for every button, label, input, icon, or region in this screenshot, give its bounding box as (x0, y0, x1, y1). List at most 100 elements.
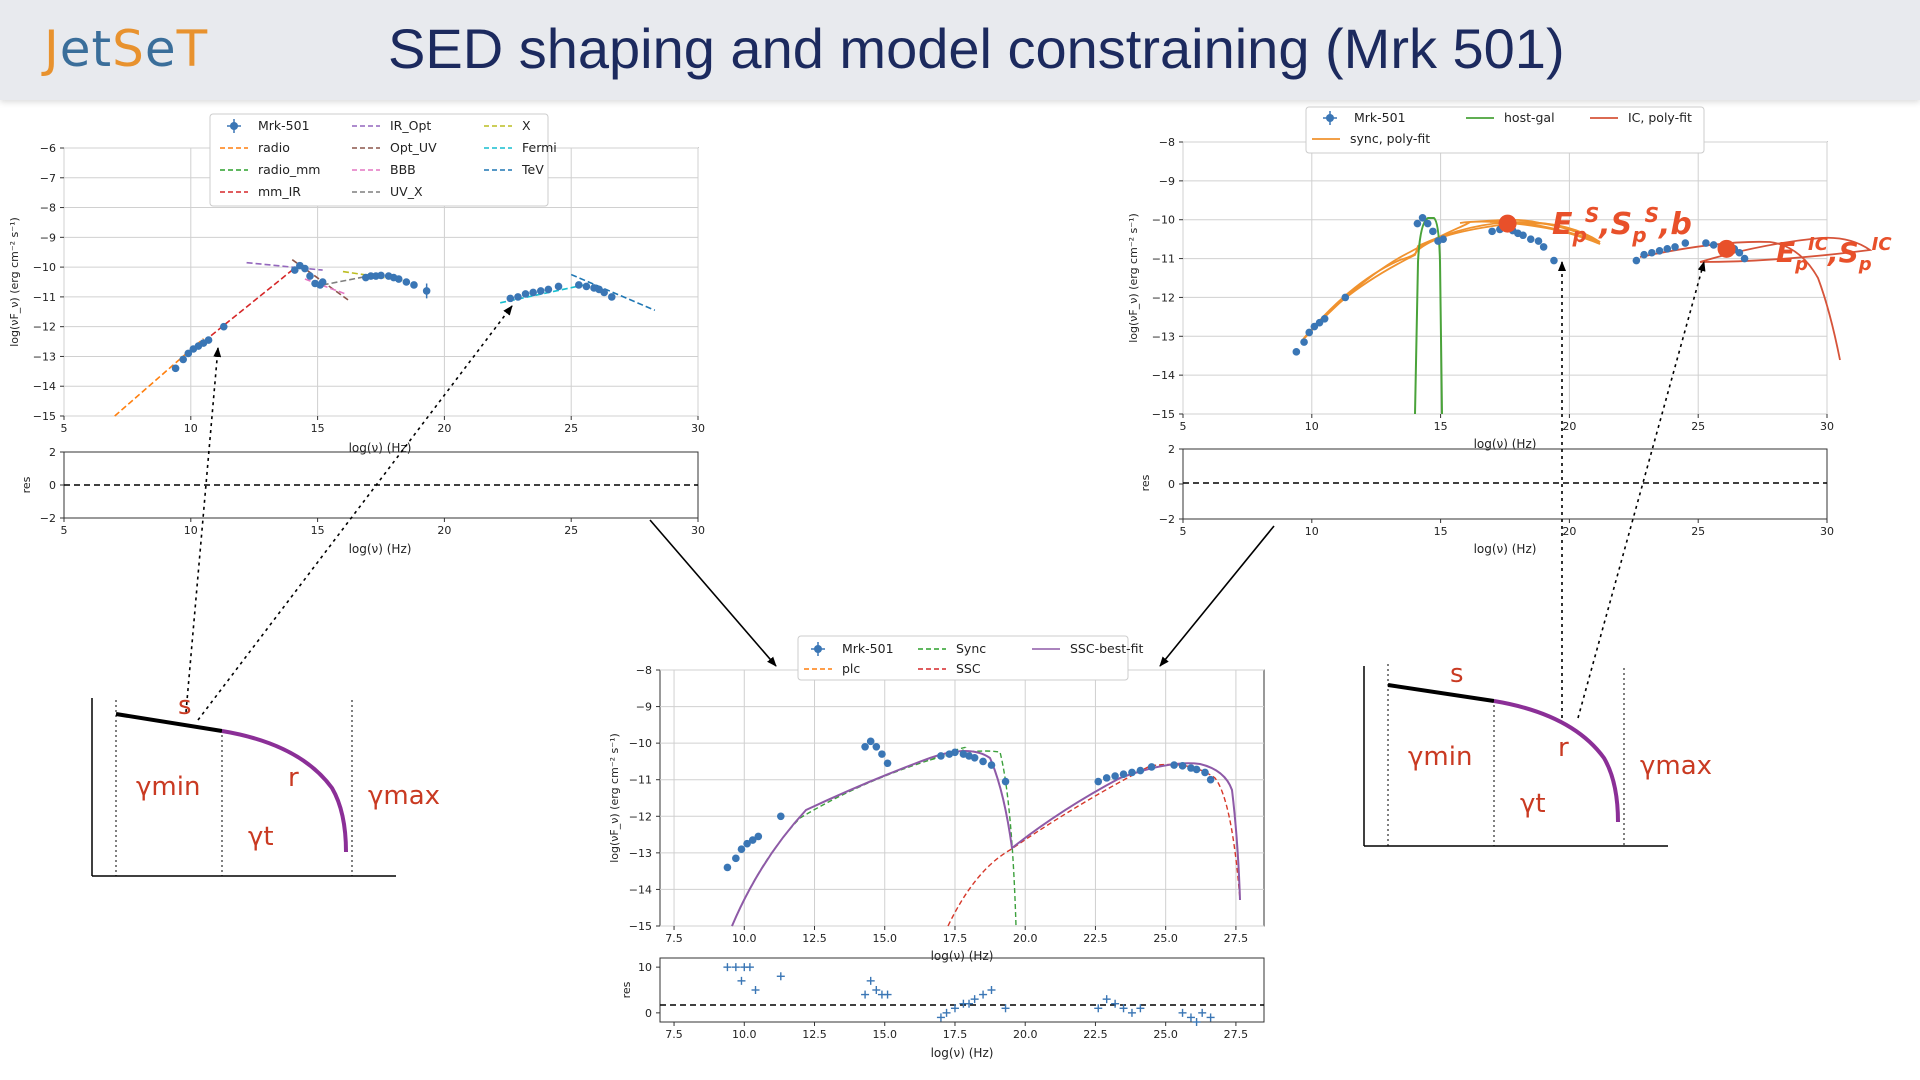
arrow-tr-to-bc (1159, 525, 1275, 667)
tl-ytick-label: −15 (33, 410, 56, 423)
tr-res-ytick-label: 0 (1168, 478, 1175, 491)
tl-res-xtick-label: 30 (691, 524, 705, 537)
tl-res-xtick-label: 10 (184, 524, 198, 537)
tl-ytick-label: −7 (40, 172, 56, 185)
bc-legend-label: SSC-best-fit (1070, 641, 1144, 656)
tl-legend-label: IR_Opt (390, 118, 431, 133)
bc-res-xtick-label: 10.0 (732, 1028, 757, 1041)
tr-ytick-label: −13 (1152, 330, 1175, 343)
tr-data-point (1648, 248, 1656, 257)
tl-data-point (219, 322, 228, 331)
bc-res-xtick-label: 22.5 (1083, 1028, 1108, 1041)
svg-text:EpS,SpS,b: EpS,SpS,b (1552, 203, 1692, 247)
tl-segment-Fermi (500, 284, 585, 304)
tr-data-point (1640, 250, 1648, 259)
tr-data-point (1655, 247, 1664, 255)
bc-data-point (937, 752, 945, 760)
tr-peak-marker-1 (1717, 239, 1736, 258)
chart-top-left: 5 10 15 20 25 30 −15−14−13−12−11−10−9−8−7−6 l… (8, 113, 705, 556)
tl-ytick-label: −14 (33, 380, 56, 393)
bc-data-point (1136, 766, 1145, 775)
tl-xlabel: log(ν) (Hz) (349, 441, 412, 455)
dr-powerlaw-segment (1387, 683, 1495, 703)
bc-data-point (1178, 762, 1187, 770)
tl-ytick-label: −12 (33, 321, 56, 334)
tr-data-point (1526, 235, 1535, 243)
bc-xtick-label: 15.0 (872, 932, 897, 945)
tl-data-point (394, 275, 403, 283)
bc-ytick-label: −10 (629, 737, 652, 750)
tl-data-point (377, 271, 385, 280)
dl-label-r: r (288, 763, 299, 793)
bc-res-xtick-label: 15.0 (872, 1028, 897, 1041)
tl-ytick-label: −9 (40, 231, 56, 244)
chart-top-right: 5 10 15 20 25 30 −15−14−13−12−11−10−9−8 log(ν… (1127, 106, 1892, 556)
tl-data-point (607, 293, 616, 301)
tr-xtick-label: 25 (1691, 420, 1705, 433)
bc-data-point (1201, 768, 1209, 777)
bc-residual-points (723, 963, 1215, 1026)
tr-ic-polyfit-curve (1699, 236, 1873, 263)
bc-data-point (777, 812, 785, 821)
tr-res-ytick-label: −2 (1159, 513, 1175, 526)
tl-ytick-label: −11 (33, 291, 56, 304)
tl-xtick-label: 25 (564, 422, 578, 435)
tl-ytick-label: −8 (40, 202, 56, 215)
bc-data-point (748, 836, 757, 844)
tl-data-point (582, 282, 591, 291)
bc-xtick-label: 22.5 (1083, 932, 1108, 945)
tr-residual-ticks: 5 10 15 20 25 30 −2 0 2 (1159, 443, 1834, 538)
tr-data-point (1418, 213, 1427, 222)
tl-data-point (536, 287, 545, 295)
tl-xtick-label: 5 (61, 422, 68, 435)
tl-res-xtick-label: 25 (564, 524, 578, 537)
tr-res-xtick-label: 30 (1820, 525, 1834, 538)
tr-res-xtick-label: 10 (1305, 525, 1319, 538)
tr-data-point (1735, 248, 1744, 257)
bc-xtick-label: 10.0 (732, 932, 757, 945)
tr-x-ticks: 5 10 15 20 25 30 (1180, 414, 1834, 433)
bc-data-point (872, 743, 881, 751)
bc-residual-ylabel: res (620, 981, 633, 998)
tl-data-point (301, 264, 309, 273)
bc-ytick-label: −15 (629, 920, 652, 933)
bc-res-ytick-label: 0 (645, 1007, 652, 1020)
tr-res-xtick-label: 25 (1691, 525, 1705, 538)
tl-legend-label: radio (258, 140, 290, 155)
tl-y-ticks: −15 −14 −13 −12 −11 −10 −9 −8 −7 −6 (33, 142, 64, 423)
tl-residual-xlabel: log(ν) (Hz) (349, 542, 412, 556)
tl-legend-label: BBB (390, 162, 416, 177)
tl-grid (63, 147, 699, 417)
bc-res-xtick-label: 25.0 (1153, 1028, 1178, 1041)
bc-ytick-label: −12 (629, 810, 652, 823)
tl-segment-UV_X (322, 272, 384, 286)
bc-x-ticks: 7.5 10.0 12.5 15.0 17.5 20.0 22.5 25.0 27.5 (665, 926, 1248, 945)
tl-res-xtick-label: 15 (311, 524, 325, 537)
arrow-dl-s-to-tl-gamma (197, 305, 513, 721)
tl-data-point (544, 285, 553, 294)
tr-host-gal-curve (1414, 217, 1443, 415)
bc-legend: Mrk-501 plc Sync SSC SSC-best-fit (797, 635, 1144, 681)
tr-data-point (1341, 293, 1350, 302)
dr-curvature-segment (1493, 699, 1620, 823)
bc-data-point (1192, 765, 1201, 774)
bc-data-point (1170, 761, 1178, 769)
dr-label-gmin: γmin (1408, 742, 1472, 772)
tr-grid (1182, 141, 1828, 415)
tr-data-point (1310, 322, 1319, 331)
dl-powerlaw-segment (115, 712, 223, 733)
bc-data-point (1102, 774, 1111, 782)
dl-label-gmin: γmin (136, 772, 200, 802)
arrow-tl-to-bc (649, 519, 777, 667)
tl-res-xtick-label: 20 (437, 524, 451, 537)
bc-data-point (1128, 768, 1136, 777)
bc-ssc-curve (947, 763, 1241, 927)
bc-sync-curve (731, 746, 1017, 927)
bc-data-point (754, 832, 763, 841)
bc-data-point (987, 761, 996, 769)
chart-bottom-center: 7.5 10.0 12.5 15.0 17.5 20.0 22.5 25.0 27.5 −15 −… (608, 635, 1265, 1060)
tl-xtick-label: 15 (311, 422, 325, 435)
tr-ytick-label: −8 (1159, 136, 1175, 149)
tr-peak-marker-0 (1498, 214, 1517, 233)
tr-data-point (1305, 328, 1314, 337)
